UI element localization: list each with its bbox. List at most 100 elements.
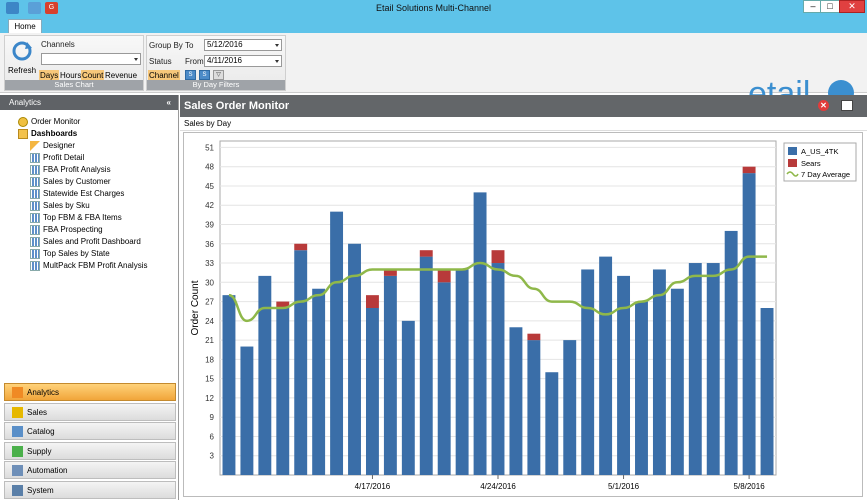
tree-item-dashboard[interactable]: Sales and Profit Dashboard	[30, 237, 141, 247]
bar-sears	[383, 269, 397, 276]
to-label: To	[185, 41, 194, 50]
to-date-picker[interactable]: 5/12/2016	[204, 39, 282, 51]
bar-a-us	[724, 230, 738, 475]
y-tick-label: 30	[205, 278, 214, 287]
channels-dropdown[interactable]	[41, 53, 141, 65]
tree-item-dashboard[interactable]: Statewide Est Charges	[30, 189, 124, 199]
x-tick-label: 4/17/2016	[355, 482, 391, 491]
sort-ascending-button[interactable]: S	[185, 70, 196, 80]
ribbon-tab-row: Home	[0, 17, 867, 33]
y-tick-label: 48	[205, 163, 214, 172]
legend-swatch-average	[786, 171, 799, 177]
revenue-option[interactable]: Revenue	[105, 71, 138, 80]
chart-icon	[30, 213, 40, 223]
tree-label: Top FBM & FBA Items	[43, 213, 122, 223]
export-icon[interactable]	[841, 100, 853, 111]
refresh-label: Refresh	[8, 66, 37, 75]
bar-a-us	[617, 275, 631, 475]
window-title: Etail Solutions Multi-Channel	[375, 3, 492, 13]
y-tick-label: 42	[205, 201, 214, 210]
hours-option[interactable]: Hours	[60, 71, 82, 80]
y-tick-label: 39	[205, 221, 214, 230]
tree-item-dashboard[interactable]: Profit Detail	[30, 153, 84, 163]
bar-a-us	[742, 173, 756, 475]
bar-sears	[276, 301, 290, 308]
nav-sales[interactable]: Sales	[4, 402, 176, 421]
minimize-button[interactable]: –	[803, 0, 823, 13]
tree-label: Profit Detail	[43, 153, 85, 163]
bar-sears	[419, 250, 433, 257]
tree-label: Statewide Est Charges	[43, 189, 125, 199]
y-tick-label: 6	[210, 432, 215, 441]
by-day-filters-group: Group By Status Channel To From 5/12/201…	[146, 35, 286, 91]
main-panel: Sales Order Monitor ✕ Sales by Day 3 6 9 12…	[180, 95, 867, 500]
ribbon: Refresh Channels Days Hours Count Revenu…	[0, 33, 867, 113]
tree-item-order-monitor[interactable]: Order Monitor	[18, 117, 80, 127]
tree-label: Top Sales by State	[43, 249, 110, 259]
quick-access-google-icon[interactable]: G	[45, 2, 58, 14]
tree-item-dashboard[interactable]: MultPack FBM Profit Analysis	[30, 261, 147, 271]
quick-access-share-icon[interactable]	[6, 2, 19, 14]
nav-label: Automation	[27, 466, 68, 475]
tree-item-dashboard[interactable]: Sales by Customer	[30, 177, 111, 187]
nav-analytics[interactable]: Analytics	[4, 383, 176, 401]
count-option[interactable]: Count	[81, 70, 105, 81]
close-window-button[interactable]: ✕	[839, 0, 865, 13]
bar-a-us	[455, 269, 469, 475]
y-tick-label: 36	[205, 240, 214, 249]
main-header: Sales Order Monitor ✕	[180, 95, 867, 117]
chart-icon	[30, 189, 40, 199]
y-tick-label: 27	[205, 298, 214, 307]
folder-icon	[18, 129, 28, 139]
from-date-picker[interactable]: 4/11/2016	[204, 55, 282, 67]
tree-label: Order Monitor	[31, 117, 81, 127]
nav-catalog[interactable]: Catalog	[4, 422, 176, 440]
chart-icon	[30, 177, 40, 187]
chart-container: 3 6 9 12 15 18 21 24 27 30 33 36 39 42 45 48 51 Order Cou…	[183, 132, 863, 497]
channel-option[interactable]: Channel	[148, 70, 180, 81]
legend-label: 7 Day Average	[801, 170, 850, 179]
refresh-button[interactable]: Refresh	[7, 38, 37, 78]
nav-system[interactable]: System	[4, 480, 176, 499]
tree-item-dashboard[interactable]: FBA Profit Analysis	[30, 165, 111, 175]
bar-a-us	[563, 340, 577, 475]
to-date-value: 5/12/2016	[207, 40, 243, 49]
close-tab-icon[interactable]: ✕	[818, 100, 829, 111]
chart-icon	[30, 225, 40, 235]
bar-a-us	[527, 340, 541, 475]
nav-label: Analytics	[27, 388, 60, 397]
tree-item-dashboards[interactable]: Dashboards	[18, 129, 77, 139]
tab-home[interactable]: Home	[8, 19, 42, 33]
tree-label: Sales by Customer	[43, 177, 111, 187]
status-label: Status	[149, 57, 172, 66]
by-day-filters-caption: By Day Filters	[147, 80, 285, 90]
tree-item-dashboard[interactable]: Designer	[30, 141, 75, 151]
tree-item-dashboard[interactable]: FBA Prospecting	[30, 225, 103, 235]
bar-a-us	[652, 269, 666, 475]
bar-a-us	[491, 263, 505, 475]
quick-access-tools-icon[interactable]	[28, 2, 41, 14]
bar-a-us	[312, 288, 326, 475]
bar-a-us	[473, 192, 487, 475]
bar-sears	[437, 269, 451, 283]
analytics-icon	[12, 387, 23, 398]
maximize-button[interactable]: □	[820, 0, 840, 13]
filter-button[interactable]: ▽	[213, 70, 224, 80]
refresh-icon	[12, 41, 32, 61]
nav-label: System	[27, 485, 54, 495]
tree-item-dashboard[interactable]: Top FBM & FBA Items	[30, 213, 122, 223]
tree-item-dashboard[interactable]: Top Sales by State	[30, 249, 110, 259]
sidebar-header: Analytics «	[0, 95, 178, 110]
bar-a-us	[401, 320, 415, 475]
sort-descending-button[interactable]: S	[199, 70, 210, 80]
from-date-value: 4/11/2016	[207, 56, 242, 65]
collapse-icon[interactable]: «	[166, 98, 171, 107]
y-tick-label: 24	[205, 317, 214, 326]
bar-a-us	[330, 211, 344, 475]
chevron-down-icon	[275, 44, 279, 47]
tree-item-dashboard[interactable]: Sales by Sku	[30, 201, 90, 211]
nav-automation[interactable]: Automation	[4, 461, 176, 479]
days-option[interactable]: Days	[39, 70, 60, 81]
bar-sears	[491, 250, 505, 264]
nav-supply[interactable]: Supply	[4, 441, 176, 460]
